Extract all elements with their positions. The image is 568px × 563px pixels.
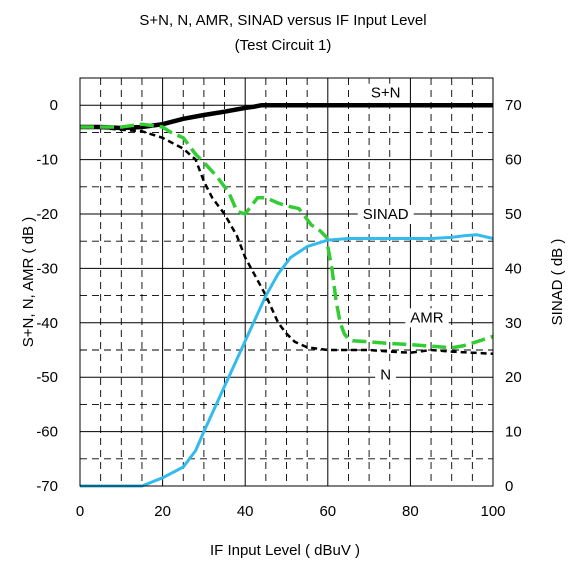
x-tick-label: 40 — [237, 503, 254, 520]
annotation-bg — [357, 205, 414, 224]
series-line-s-n — [80, 102, 493, 131]
series-group — [79, 102, 494, 488]
y2-tick-label: 10 — [505, 424, 522, 441]
series-line-unlabeled-4 — [80, 233, 494, 488]
y2-tick-label: 50 — [505, 206, 522, 223]
y-tick-label: -40 — [36, 315, 58, 332]
annotation-label: AMR — [410, 309, 444, 326]
y2-tick-label: 40 — [505, 260, 522, 277]
y-tick-label: -10 — [36, 152, 58, 169]
y-tick-label: -50 — [36, 369, 58, 386]
y2-axis-label: SINAD ( dB ) — [549, 239, 566, 326]
annotation-label: N — [380, 366, 391, 383]
tick-labels: 0 20 40 60 80 1000-10-20-30-40-50-60-70706050… — [36, 97, 521, 520]
chart-subtitle: (Test Circuit 1) — [235, 37, 332, 54]
y-tick-label: -30 — [36, 260, 58, 277]
y2-tick-label: 60 — [505, 152, 522, 169]
series-line-n — [79, 125, 494, 356]
x-tick-label: 80 — [402, 503, 419, 520]
series-line-amr — [326, 246, 494, 350]
y-tick-label: -70 — [36, 478, 58, 495]
x-tick-label: 0 — [76, 503, 84, 520]
annotation-n: N — [375, 365, 397, 385]
x-tick-label: 20 — [154, 503, 171, 520]
annotation-bg — [405, 308, 449, 328]
x-axis-label: IF Input Level ( dBuV ) — [210, 542, 360, 559]
annotation-label: SINAD — [363, 206, 409, 223]
annotation-s-n: S+N — [365, 83, 406, 103]
y-tick-label: -60 — [36, 424, 58, 441]
plot-area — [79, 77, 494, 487]
x-tick-label: 100 — [480, 503, 505, 520]
grid — [80, 77, 493, 486]
y2-tick-label: 0 — [505, 478, 513, 495]
series-line-sinad — [80, 122, 330, 240]
y2-tick-label: 70 — [505, 97, 522, 114]
chart-title: S+N, N, AMR, SINAD versus IF Input Level — [139, 12, 426, 29]
annotation-sinad: SINAD — [357, 205, 414, 224]
y-axis-label: S+N, N, AMR ( dB ) — [20, 217, 37, 347]
annotations: S+N SINAD AMR N — [357, 83, 449, 385]
y2-tick-label: 30 — [505, 315, 522, 332]
y-tick-label: 0 — [50, 97, 58, 114]
annotation-bg — [365, 83, 406, 103]
y2-tick-label: 20 — [505, 369, 522, 386]
annotation-label: S+N — [371, 85, 401, 102]
annotation-amr: AMR — [405, 308, 449, 328]
x-tick-label: 60 — [319, 503, 336, 520]
annotation-bg — [375, 365, 397, 385]
y-tick-label: -20 — [36, 206, 58, 223]
